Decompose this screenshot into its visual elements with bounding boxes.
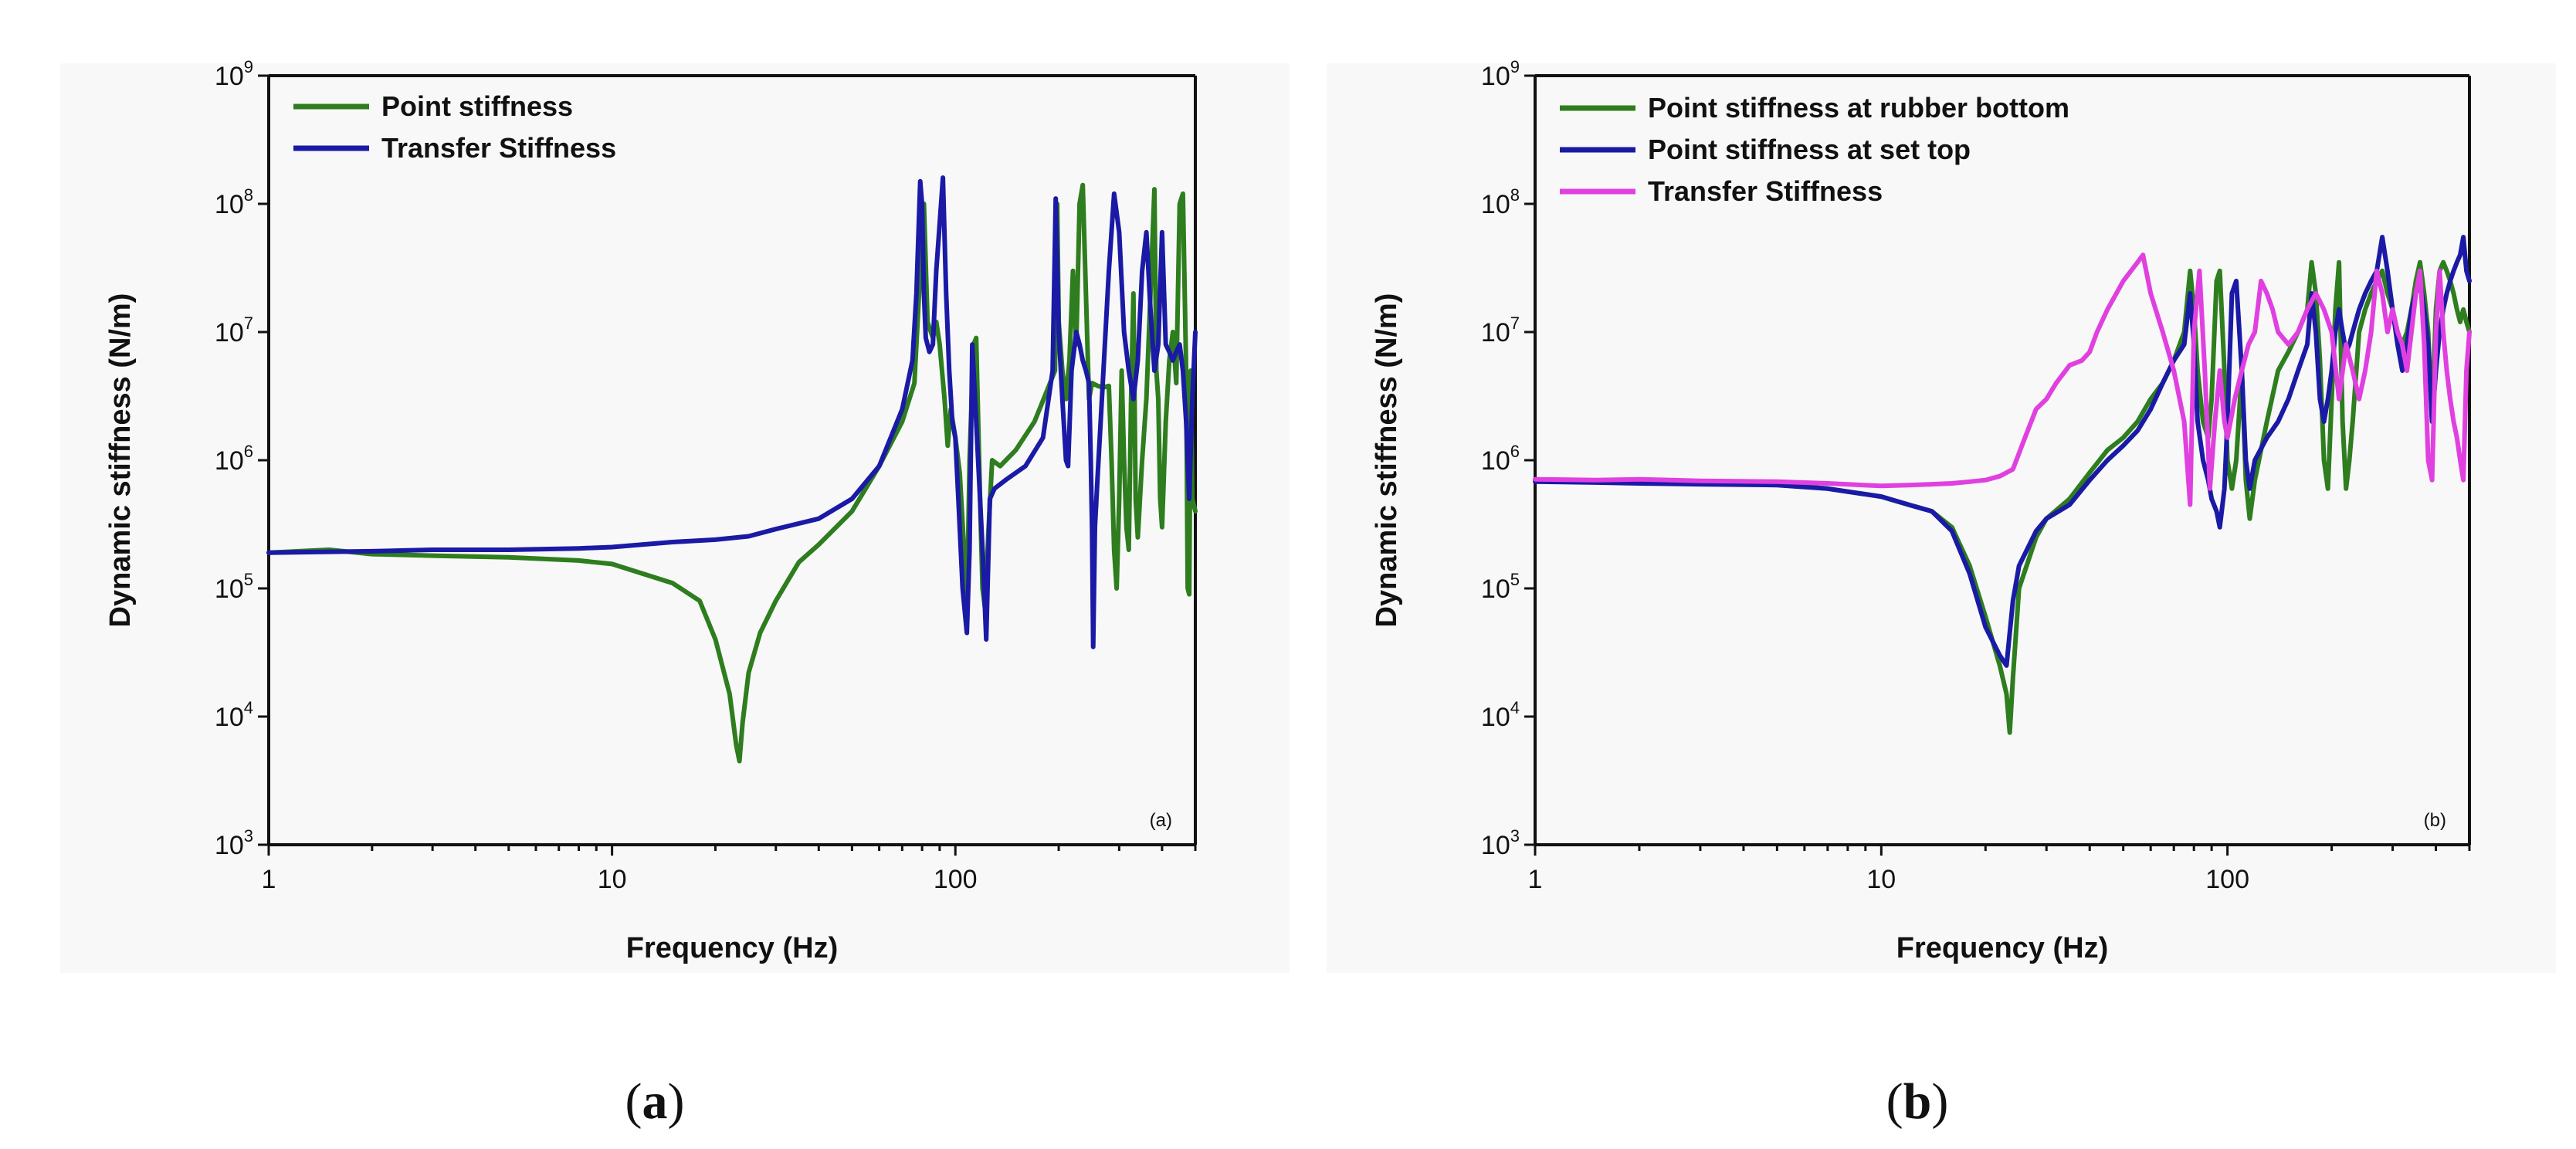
panel-a-legend: Point stiffness Transfer Stiffness [293, 90, 616, 164]
panel-a-y-tick-label: 109 [215, 57, 253, 91]
panel-a-x-tick-label: 1 [262, 865, 276, 894]
panel-a-y-tick-exp: 7 [244, 314, 253, 333]
panel-b-y-tick-label: 109 [1481, 57, 1520, 91]
panel-b-y-tick-exp: 5 [1510, 570, 1520, 589]
panel-a-y-tick-base: 10 [215, 574, 244, 604]
panel-b-x-label: Frequency (Hz) [1896, 932, 2108, 964]
panel-a-y-tick-label: 107 [215, 314, 253, 347]
panel-a-y-tick-base: 10 [215, 831, 244, 860]
panel-a-y-tick-label: 103 [215, 826, 253, 860]
panel-a-y-tick-label: 108 [215, 185, 253, 219]
panel-a-y-tick-exp: 3 [244, 826, 253, 846]
panel-a-tag: (a) [1150, 810, 1172, 831]
panel-a-x-label: Frequency (Hz) [626, 932, 838, 964]
panel-b-y-tick-exp: 3 [1510, 826, 1520, 846]
panel-a-y-label: Dynamic stiffness (N/m) [104, 293, 137, 628]
panel-a-x-tick-label: 10 [598, 865, 627, 894]
panel-b-legend-label-point-stiffness-at-set-top: Point stiffness at set top [1648, 134, 1971, 165]
panel-b-y-tick-exp: 9 [1510, 57, 1520, 76]
panel-b-y-label: Dynamic stiffness (N/m) [1371, 293, 1403, 628]
panel-a-series [266, 175, 1198, 764]
panel-b-series-transfer-stiffness [1533, 253, 2472, 507]
panel-a-legend-label-point-stiffness: Point stiffness [381, 90, 573, 122]
panel-b-y-tick-label: 106 [1481, 442, 1520, 476]
panel-b-series [1533, 235, 2472, 735]
panel-b-y-tick-base: 10 [1481, 446, 1510, 476]
panel-b-caption-letter: b [1903, 1073, 1932, 1130]
panel-a-y-tick-base: 10 [215, 703, 244, 732]
panel-b-y-tick-label: 105 [1481, 570, 1520, 604]
panel-a-y-tick-exp: 5 [244, 570, 253, 589]
panel-b-y-tick-label: 103 [1481, 826, 1520, 860]
panel-b-y-tick-base: 10 [1481, 574, 1510, 604]
panel-b-x-tick-label: 10 [1866, 865, 1896, 894]
panel-a-y-tick-exp: 6 [244, 442, 253, 461]
panel-a-y-tick-exp: 4 [244, 698, 253, 717]
panel-a-y-tick-base: 10 [215, 190, 244, 219]
panel-b-y-tick-label: 107 [1481, 314, 1520, 347]
panel-b-y-tick-exp: 7 [1510, 314, 1520, 333]
panel-b-caption: (b) [1886, 1073, 1949, 1130]
panel-b-y-tick-exp: 4 [1510, 698, 1520, 717]
panel-b-tag: (b) [2424, 810, 2446, 831]
panel-a-y-tick-label: 106 [215, 442, 253, 476]
panel-a-y-tick-exp: 9 [244, 57, 253, 76]
panel-a-y-tick-exp: 8 [244, 185, 253, 205]
panel-a-series-transfer-stiffness [266, 175, 1198, 649]
panel-b-y-tick-label: 108 [1481, 185, 1520, 219]
panel-b-x-tick-label: 1 [1528, 865, 1543, 894]
panel-a-y-tick-base: 10 [215, 62, 244, 91]
panel-a-y-tick-base: 10 [215, 318, 244, 347]
panel-b-y-tick-base: 10 [1481, 831, 1510, 860]
panel-b-y-tick-base: 10 [1481, 703, 1510, 732]
panel-a-y-tick-base: 10 [215, 446, 244, 476]
panel-a-x-tick-label: 100 [934, 865, 978, 894]
panel-b-y-tick-exp: 6 [1510, 442, 1520, 461]
panel-a-legend-label-transfer-stiffness: Transfer Stiffness [381, 132, 616, 164]
panel-a-caption-letter: a [642, 1073, 668, 1130]
panel-b-y-tick-base: 10 [1481, 190, 1510, 219]
panel-a-y-tick-label: 104 [215, 698, 253, 732]
panel-a-caption: (a) [625, 1073, 685, 1130]
panel-b-legend-label-point-stiffness-at-rubber-bottom: Point stiffness at rubber bottom [1648, 92, 2069, 124]
panel-b-y-tick-exp: 8 [1510, 185, 1520, 205]
panel-b-x-tick-label: 100 [2205, 865, 2249, 894]
panel-b-legend-label-transfer-stiffness: Transfer Stiffness [1648, 175, 1883, 207]
panel-b-legend: Point stiffness at rubber bottom Point st… [1560, 92, 2069, 207]
panel-b-y-tick-label: 104 [1481, 698, 1520, 732]
panel-b-y-tick-base: 10 [1481, 318, 1510, 347]
panel-a-y-tick-label: 105 [215, 570, 253, 604]
panel-b-y-tick-base: 10 [1481, 62, 1510, 91]
